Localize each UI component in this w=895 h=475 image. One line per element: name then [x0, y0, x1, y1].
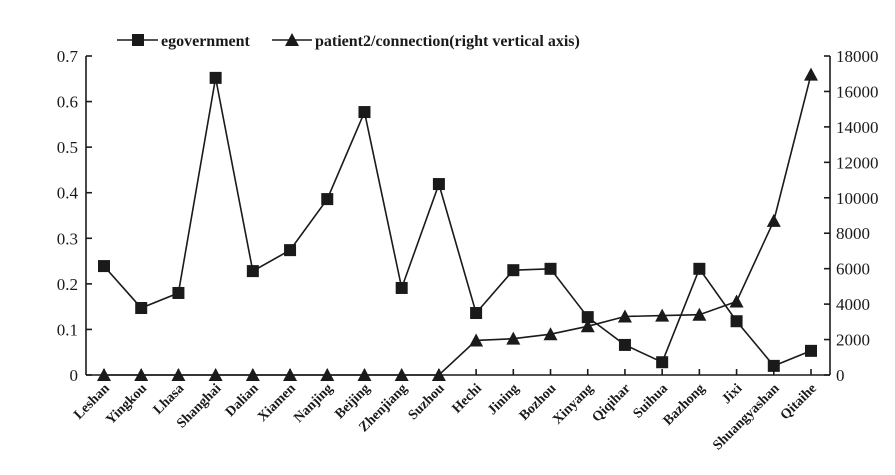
- square-marker-icon: [284, 244, 297, 257]
- chart-legend: egovernment patient2/connection(right ve…: [117, 33, 580, 50]
- left-tick-label: 0.5: [57, 138, 78, 157]
- series-egovernment: [98, 71, 817, 372]
- x-category-label: Suzhou: [406, 381, 448, 423]
- triangle-marker-icon: [729, 294, 744, 308]
- left-tick-label: 0: [70, 366, 79, 385]
- square-marker-icon: [321, 193, 334, 206]
- x-category-label: Bazhong: [661, 381, 708, 428]
- square-marker-icon: [656, 356, 669, 369]
- left-tick-label: 0.1: [57, 320, 78, 339]
- triangle-marker-icon: [320, 368, 335, 381]
- triangle-marker-icon: [506, 331, 521, 345]
- triangle-marker-icon: [617, 309, 632, 323]
- left-tick-label: 0.2: [57, 275, 78, 294]
- square-marker-icon: [172, 286, 185, 299]
- x-category-label: Nanjing: [291, 381, 336, 426]
- right-tick-label: 14000: [836, 118, 879, 137]
- square-marker-icon: [805, 344, 817, 357]
- triangle-marker-icon: [804, 67, 818, 81]
- right-tick-label: 8000: [836, 224, 870, 243]
- triangle-marker-icon: [655, 308, 670, 322]
- square-marker-icon: [507, 264, 520, 277]
- series-patient-connection: [97, 67, 818, 381]
- triangle-marker-icon: [285, 33, 299, 46]
- x-category-label: Xinyang: [550, 381, 596, 427]
- square-marker-icon: [767, 359, 780, 372]
- triangle-marker-icon: [543, 327, 558, 341]
- triangle-marker-icon: [245, 368, 260, 381]
- triangle-marker-icon: [766, 213, 781, 227]
- triangle-marker-icon: [134, 368, 149, 381]
- square-marker-icon: [544, 262, 557, 275]
- triangle-marker-icon: [357, 368, 372, 381]
- chart-axes: 0 0.1 0.2 0.3 0.4 0.5 0.6 0.7 0 2000 4000 6000 8000 1…: [57, 47, 879, 385]
- legend-item-patient-connection: patient2/connection(right vertical axis): [272, 33, 580, 50]
- triangle-marker-icon: [208, 368, 223, 381]
- right-tick-label: 10000: [836, 189, 879, 208]
- left-tick-label: 0.3: [57, 229, 78, 248]
- left-tick-label: 0.4: [57, 184, 79, 203]
- square-marker-icon: [246, 265, 259, 278]
- triangle-marker-icon: [431, 368, 446, 381]
- square-marker-icon: [209, 71, 222, 84]
- square-marker-icon: [581, 311, 594, 324]
- triangle-marker-icon: [394, 368, 409, 381]
- x-category-label: Yingkou: [103, 381, 150, 428]
- left-tick-label: 0.7: [57, 47, 79, 66]
- series-line: [104, 74, 812, 376]
- triangle-marker-icon: [283, 368, 298, 381]
- left-tick-label: 0.6: [57, 93, 78, 112]
- triangle-marker-icon: [97, 368, 111, 381]
- x-category-label: Qiqihar: [590, 381, 634, 425]
- right-tick-label: 12000: [836, 153, 879, 172]
- square-marker-icon: [730, 315, 743, 328]
- x-category-label: Jixi: [719, 381, 745, 407]
- triangle-marker-icon: [692, 307, 707, 321]
- triangle-marker-icon: [469, 333, 484, 347]
- x-category-label: Xiamen: [255, 381, 299, 425]
- x-category-label: Hechi: [450, 381, 485, 416]
- square-marker-icon: [98, 260, 110, 273]
- right-tick-label: 4000: [836, 295, 870, 314]
- right-tick-label: 2000: [836, 331, 870, 350]
- square-marker-icon: [693, 262, 706, 275]
- square-marker-icon: [358, 106, 371, 119]
- square-marker-icon: [135, 302, 148, 315]
- legend-label: egovernment: [161, 33, 251, 50]
- right-tick-label: 6000: [836, 260, 870, 279]
- square-marker-icon: [470, 307, 483, 320]
- chart-series: [97, 67, 818, 381]
- square-marker-icon: [618, 338, 631, 351]
- square-marker-icon: [432, 178, 445, 191]
- triangle-marker-icon: [171, 368, 186, 381]
- series-line: [103, 77, 812, 367]
- right-tick-label: 18000: [836, 47, 879, 66]
- x-category-label: Shuangyashan: [710, 381, 782, 453]
- x-category-label: Qitaihe: [778, 381, 820, 423]
- square-marker-icon: [132, 34, 144, 46]
- legend-label: patient2/connection(right vertical axis): [315, 33, 580, 50]
- square-marker-icon: [395, 281, 408, 294]
- triangle-marker-icon: [580, 319, 595, 333]
- legend-item-egovernment: egovernment: [117, 33, 251, 50]
- right-tick-label: 0: [836, 366, 845, 385]
- right-tick-label: 16000: [836, 82, 879, 101]
